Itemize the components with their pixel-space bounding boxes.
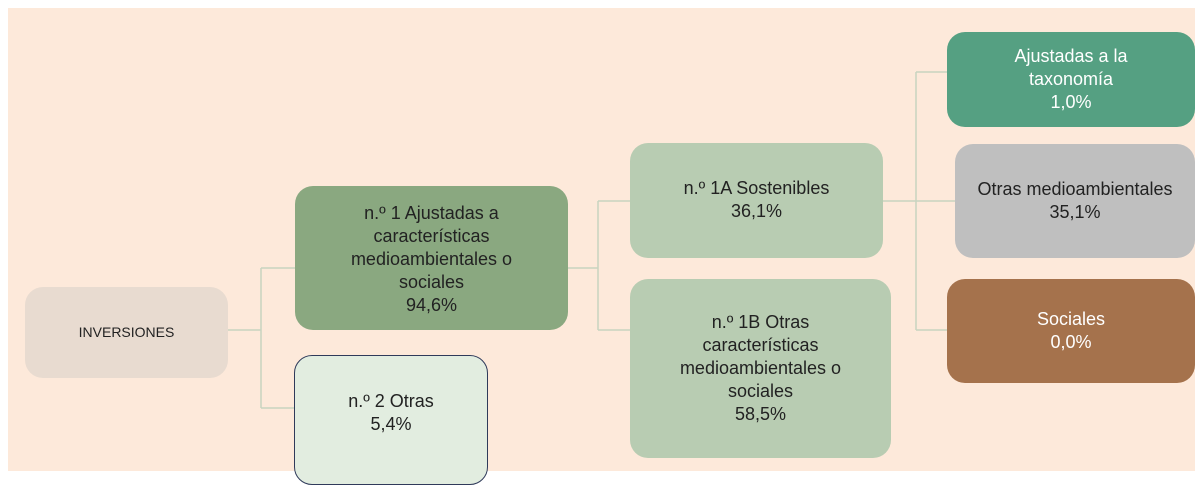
- node-value: 5,4%: [370, 414, 412, 434]
- node: n.º 1 Ajustadas a características medioa…: [295, 186, 568, 330]
- node-value: 94,6%: [405, 295, 458, 315]
- node-value: 0,0%: [1050, 332, 1092, 352]
- node: Ajustadas a la taxonomía 1,0%: [947, 32, 1195, 127]
- node-label: n.º 1B Otras características medioambien…: [679, 312, 842, 401]
- node: INVERSIONES: [25, 287, 228, 378]
- node-value: 35,1%: [1049, 202, 1101, 222]
- node-label: Ajustadas a la taxonomía: [1014, 46, 1128, 89]
- connectors: [228, 71, 955, 409]
- node: n.º 2 Otras 5,4%: [294, 355, 488, 485]
- node-label: INVERSIONES: [78, 324, 175, 340]
- page: INVERSIONES n.º 1 Ajustadas a caracterís…: [8, 8, 1195, 485]
- node: n.º 1B Otras características medioambien…: [630, 279, 891, 458]
- node-value: 58,5%: [734, 404, 787, 424]
- node-value: 1,0%: [1050, 92, 1092, 112]
- node-label: n.º 2 Otras: [348, 391, 434, 411]
- node-label: Otras medioambientales: [977, 179, 1173, 199]
- node-text: n.º 1 Ajustadas a características medioa…: [317, 202, 547, 316]
- node-label: Sociales: [1036, 309, 1106, 329]
- node: n.º 1A Sostenibles 36,1%: [630, 143, 883, 258]
- node: Sociales 0,0%: [947, 279, 1195, 383]
- node-label: n.º 1A Sostenibles: [683, 178, 830, 198]
- node: Otras medioambientales 35,1%: [955, 144, 1195, 258]
- node-value: 36,1%: [730, 201, 783, 221]
- node-label: n.º 1 Ajustadas a características medioa…: [350, 203, 513, 292]
